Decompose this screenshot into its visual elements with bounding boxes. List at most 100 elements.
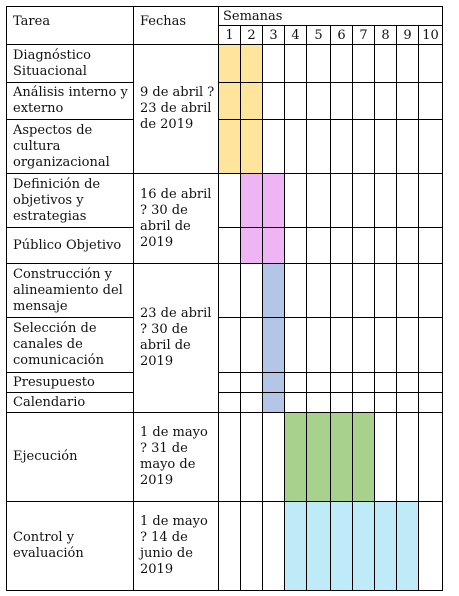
week-cell [374, 173, 397, 228]
task-name: Control y evaluación [6, 501, 134, 591]
gantt-bar-cell [330, 412, 353, 502]
task-name: Calendario [6, 392, 134, 413]
date-range: 1 de mayo ? 31 de mayo de 2019 [133, 412, 219, 502]
gantt-body: Diagnóstico Situacional 9 de abril ? 23 d… [6, 44, 443, 591]
gantt-bar-cell [262, 317, 285, 373]
week-cell [218, 263, 241, 318]
gantt-bar-cell [306, 501, 331, 591]
week-cell [330, 44, 353, 83]
date-range: 16 de abril ? 30 de abril de 2019 [133, 173, 219, 264]
week-cell [330, 119, 353, 174]
week-cell [396, 317, 419, 373]
week-cell [396, 263, 419, 318]
task-row: Ejecución 1 de mayo ? 31 de mayo de 2019 [6, 412, 443, 502]
week-cell [352, 372, 375, 393]
week-cell [284, 173, 307, 228]
task-name: Ejecución [6, 412, 134, 502]
week-number: 10 [418, 25, 443, 45]
week-number: 2 [240, 25, 263, 45]
gantt-bar-cell [374, 501, 397, 591]
week-cell [218, 412, 241, 502]
gantt-bar-cell [218, 119, 241, 174]
task-row: Análisis interno y externo [6, 82, 443, 120]
week-cell [352, 227, 375, 264]
week-cell [262, 119, 285, 174]
gantt-bar-cell [306, 412, 331, 502]
week-cell [396, 173, 419, 228]
week-cell [218, 317, 241, 373]
week-cell [240, 263, 263, 318]
week-cell [306, 119, 331, 174]
week-cell [374, 82, 397, 120]
task-row: Control y evaluación 1 de mayo ? 14 de ju… [6, 501, 443, 591]
week-cell [396, 119, 419, 174]
week-cell [330, 227, 353, 264]
date-range: 1 de mayo ? 14 de junio de 2019 [133, 501, 219, 591]
week-cell [396, 372, 419, 393]
week-cell [284, 392, 307, 413]
week-cell [418, 412, 443, 502]
task-row: Público Objetivo [6, 227, 443, 264]
week-cell [218, 227, 241, 264]
week-cell [218, 173, 241, 228]
week-cell [330, 372, 353, 393]
task-column-header: Tarea [6, 6, 134, 45]
week-cell [352, 44, 375, 83]
week-cell [262, 501, 285, 591]
gantt-bar-cell [284, 412, 307, 502]
week-cell [306, 392, 331, 413]
task-name: Construcción y alineamiento del mensaje [6, 263, 134, 318]
week-cell [418, 119, 443, 174]
week-cell [284, 317, 307, 373]
week-number: 5 [306, 25, 331, 45]
gantt-bar-cell [240, 173, 263, 228]
task-row: Definición de objetivos y estrategias 16 … [6, 173, 443, 264]
task-row: Presupuesto [6, 372, 443, 393]
task-row: Construcción y alineamiento del mensaje 2… [6, 263, 443, 413]
week-cell [418, 501, 443, 591]
task-name: Público Objetivo [6, 227, 134, 264]
week-cell [240, 392, 263, 413]
week-cell [284, 44, 307, 83]
week-cell [284, 372, 307, 393]
week-cell [330, 317, 353, 373]
task-name: Definición de objetivos y estrategias [6, 173, 134, 228]
week-cell [306, 317, 331, 373]
task-row: Selección de canales de comunicación [6, 317, 443, 373]
date-range: 9 de abril ? 23 de abril de 2019 [133, 44, 219, 174]
week-cell [240, 412, 263, 502]
week-cell [418, 263, 443, 318]
task-name: Presupuesto [6, 372, 134, 393]
gantt-bar-cell [218, 82, 241, 120]
gantt-bar-cell [352, 501, 375, 591]
week-cell [240, 317, 263, 373]
week-cell [352, 82, 375, 120]
task-name: Selección de canales de comunicación [6, 317, 134, 373]
week-cell [374, 227, 397, 264]
week-cell [418, 44, 443, 83]
date-range: 23 de abril ? 30 de abril de 2019 [133, 263, 219, 413]
week-cell [352, 263, 375, 318]
week-cell [306, 173, 331, 228]
gantt-bar-cell [352, 412, 375, 502]
week-cell [330, 82, 353, 120]
week-number: 7 [352, 25, 375, 45]
gantt-bar-cell [262, 392, 285, 413]
week-cell [418, 227, 443, 264]
week-cell [396, 412, 419, 502]
week-cell [306, 44, 331, 83]
week-cell [374, 263, 397, 318]
dates-column-header: Fechas [133, 6, 219, 45]
task-row: Diagnóstico Situacional 9 de abril ? 23 d… [6, 44, 443, 174]
week-cell [418, 173, 443, 228]
week-cell [374, 372, 397, 393]
week-cell [262, 82, 285, 120]
week-cell [262, 412, 285, 502]
week-cell [374, 119, 397, 174]
week-number: 8 [374, 25, 397, 45]
week-cell [330, 263, 353, 318]
gantt-bar-cell [240, 119, 263, 174]
week-cell [352, 317, 375, 373]
week-cell [396, 44, 419, 83]
week-cell [330, 392, 353, 413]
